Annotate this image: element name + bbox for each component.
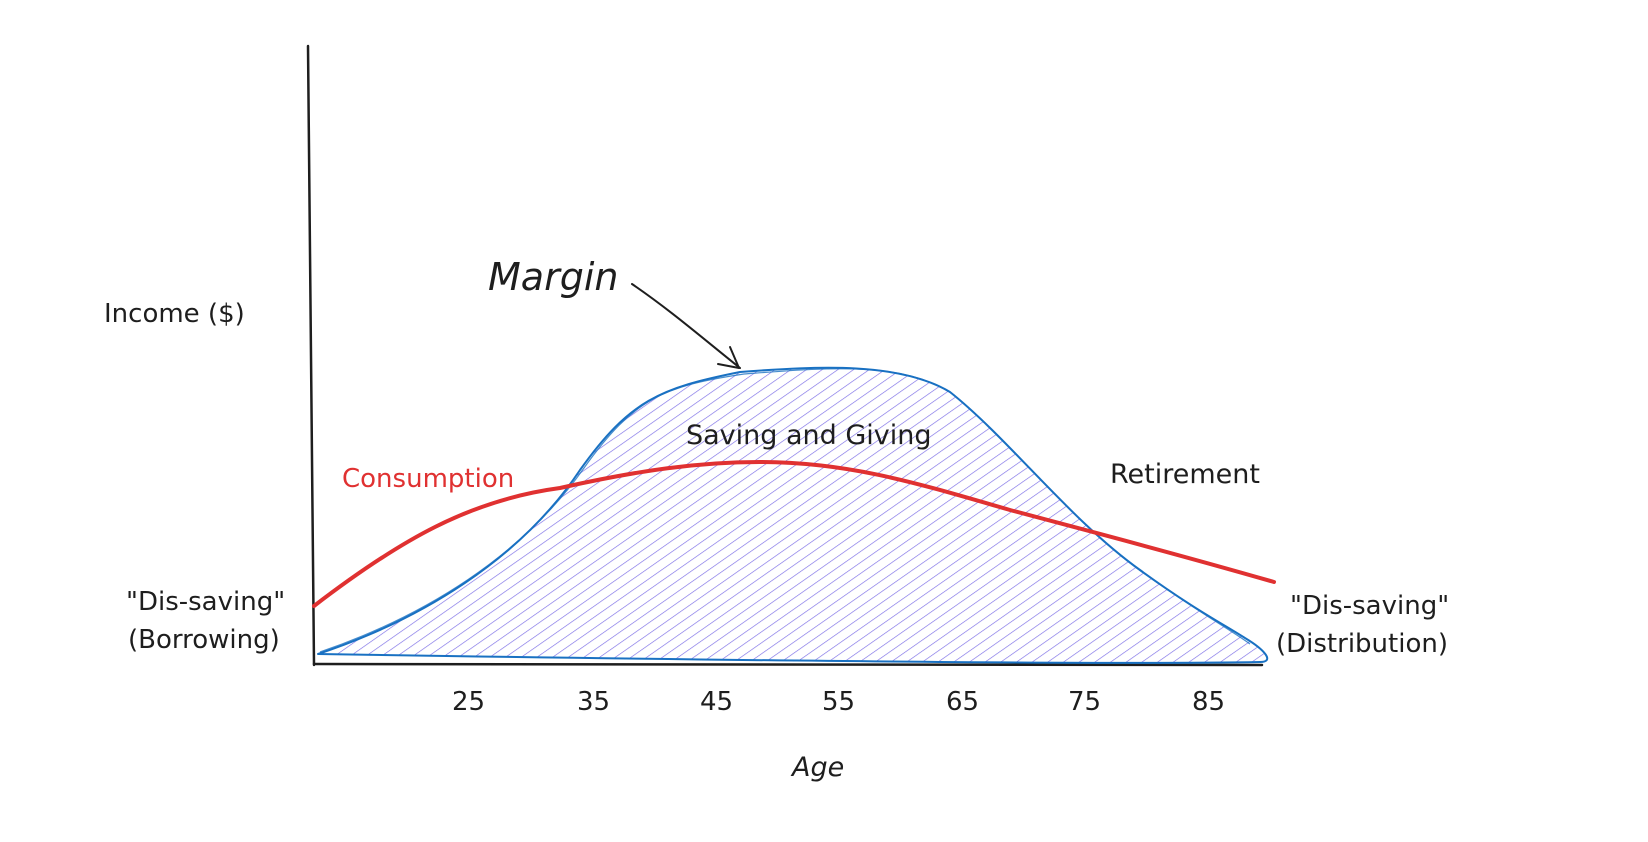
margin-label: Margin (488, 255, 618, 299)
consumption-curve (312, 459, 1276, 608)
consumption-label: Consumption (342, 464, 514, 494)
y-axis-label: Income ($) (104, 299, 245, 329)
x-tick-labels: 25 35 45 55 65 75 85 (452, 687, 1225, 717)
x-axis-label: Age (790, 752, 844, 783)
dissaving-left-line2: (Borrowing) (128, 625, 280, 655)
saving-giving-label: Saving and Giving (686, 420, 932, 451)
y-axis (306, 44, 316, 667)
x-axis (312, 662, 1264, 667)
x-tick-45: 45 (700, 687, 733, 717)
x-tick-35: 35 (577, 687, 610, 717)
x-tick-65: 65 (946, 687, 979, 717)
x-tick-25: 25 (452, 687, 485, 717)
margin-arrow (631, 283, 741, 369)
x-tick-75: 75 (1068, 687, 1101, 717)
dissaving-left-line1: "Dis-saving" (126, 587, 285, 617)
dissaving-right-line1: "Dis-saving" (1290, 591, 1449, 621)
retirement-label: Retirement (1110, 459, 1260, 490)
x-tick-85: 85 (1192, 687, 1225, 717)
dissaving-right-line2: (Distribution) (1276, 629, 1448, 659)
x-tick-55: 55 (822, 687, 855, 717)
income-outline-sketch (319, 368, 1251, 653)
